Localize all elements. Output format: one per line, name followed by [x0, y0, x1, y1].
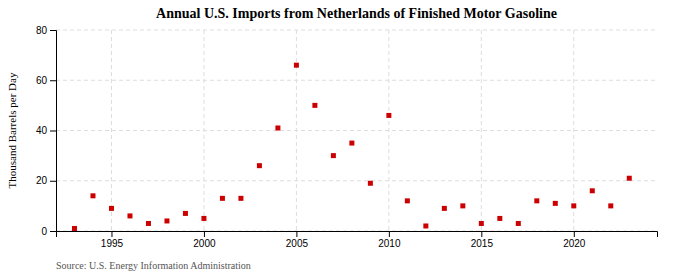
- point: [497, 216, 502, 221]
- point: [275, 125, 280, 130]
- point: [146, 221, 151, 226]
- tick-label: 2000: [193, 238, 216, 249]
- tick-mark: [50, 80, 56, 81]
- plot: 1995 2000 2005 2010 2015 2020 0 20 40 60 80: [36, 25, 658, 249]
- grid-line: [203, 30, 204, 231]
- grid-line: [56, 130, 657, 131]
- tick: 2000: [193, 231, 216, 249]
- axis-line: [57, 232, 658, 238]
- point: [460, 203, 465, 208]
- tick: 0: [41, 226, 56, 237]
- tick: 2015: [471, 231, 494, 249]
- grid-line: [56, 30, 657, 31]
- point: [627, 176, 632, 181]
- tick-label: 2005: [286, 238, 309, 249]
- tick-mark: [111, 231, 112, 237]
- grid: [56, 30, 657, 231]
- y-axis-title: Thousand Barrels per Day: [6, 72, 18, 188]
- tick-label: 2010: [378, 238, 401, 249]
- tick: 2005: [286, 231, 309, 249]
- point: [164, 218, 169, 223]
- tick-mark: [50, 181, 56, 182]
- tick: 2020: [563, 231, 586, 249]
- point: [127, 213, 132, 218]
- point: [201, 216, 206, 221]
- tick-mark: [204, 231, 205, 237]
- point: [294, 63, 299, 68]
- grid-line: [56, 180, 657, 181]
- tick: 80: [36, 25, 56, 36]
- tick-label: 60: [36, 75, 48, 86]
- tick-mark: [50, 231, 56, 232]
- point: [386, 113, 391, 118]
- tick-mark: [574, 231, 575, 237]
- point: [479, 221, 484, 226]
- point: [608, 203, 613, 208]
- tick-mark: [50, 30, 56, 31]
- tick-mark: [50, 131, 56, 132]
- tick: 2010: [378, 231, 401, 249]
- tick-label: 2020: [563, 238, 586, 249]
- point: [368, 181, 373, 186]
- tick: 20: [36, 175, 56, 186]
- tick-label: 40: [36, 125, 48, 136]
- point: [516, 221, 521, 226]
- grid-line: [388, 30, 389, 231]
- x-axis: 1995 2000 2005 2010 2015 2020: [57, 231, 658, 249]
- point: [109, 206, 114, 211]
- axis-line: [50, 31, 57, 232]
- points: [72, 63, 632, 231]
- point: [571, 203, 576, 208]
- tick: 40: [36, 125, 56, 136]
- tick-label: 80: [36, 25, 48, 36]
- point: [331, 153, 336, 158]
- tick: 1995: [101, 231, 124, 249]
- title: Annual U.S. Imports from Netherlands of …: [156, 6, 557, 21]
- tick-mark: [389, 231, 390, 237]
- point: [590, 188, 595, 193]
- point: [220, 196, 225, 201]
- point: [442, 206, 447, 211]
- point: [534, 198, 539, 203]
- tick-label: 1995: [101, 238, 124, 249]
- grid-line: [56, 80, 657, 81]
- tick-mark: [296, 231, 297, 237]
- tick-label: 20: [36, 175, 48, 186]
- point: [183, 211, 188, 216]
- point: [90, 193, 95, 198]
- tick-mark: [481, 231, 482, 237]
- grid-line: [573, 30, 574, 231]
- y-axis: 0 20 40 60 80: [36, 25, 57, 237]
- grid-line: [111, 30, 112, 231]
- grid-line: [481, 30, 482, 231]
- source: Source: U.S. Energy Information Administ…: [56, 260, 251, 271]
- tick-label: 2015: [471, 238, 494, 249]
- point: [72, 226, 77, 231]
- point: [349, 141, 354, 146]
- grid-line: [296, 30, 297, 231]
- point: [257, 163, 262, 168]
- point: [238, 196, 243, 201]
- tick-label: 0: [41, 226, 47, 237]
- point: [312, 103, 317, 108]
- tick: 60: [36, 75, 56, 86]
- point: [423, 223, 428, 228]
- point: [553, 201, 558, 206]
- point: [405, 198, 410, 203]
- chart: 1995 2000 2005 2010 2015 2020 0 20 40 60 80 Annual …: [0, 0, 675, 275]
